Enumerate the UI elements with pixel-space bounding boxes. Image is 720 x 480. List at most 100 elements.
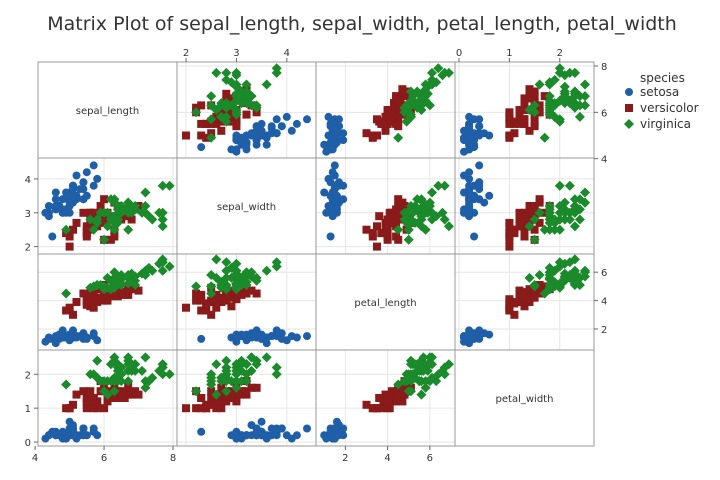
point-virginica <box>221 67 232 78</box>
point-versicolor <box>362 400 371 409</box>
tick-label-petal_length: 4 <box>384 453 390 464</box>
tick-label-sepal_length: 6 <box>601 108 607 119</box>
point-setosa <box>287 126 296 135</box>
panel-petal_length-vs-sepal_width <box>176 253 317 351</box>
point-versicolor <box>103 296 112 305</box>
point-versicolor <box>227 394 236 402</box>
tick-label-sepal_width: 3 <box>233 48 239 59</box>
point-virginica <box>231 369 242 380</box>
point-setosa <box>65 191 74 200</box>
point-versicolor <box>530 293 539 302</box>
point-versicolor <box>72 218 81 227</box>
point-virginica <box>246 91 257 102</box>
point-versicolor <box>217 383 226 392</box>
point-setosa <box>332 191 341 200</box>
point-virginica <box>147 372 158 383</box>
point-versicolor <box>232 397 241 406</box>
panel-sepal_length-vs-petal_length <box>315 61 456 159</box>
point-versicolor <box>510 225 519 234</box>
point-virginica <box>216 372 227 383</box>
point-virginica <box>580 91 590 102</box>
point-setosa <box>282 112 291 121</box>
point-virginica <box>157 207 168 218</box>
point-versicolor <box>217 404 226 413</box>
point-versicolor <box>252 383 261 392</box>
point-virginica <box>140 270 151 280</box>
tick-label-sepal_length: 4 <box>601 155 607 166</box>
point-versicolor <box>520 94 529 103</box>
point-setosa <box>470 208 479 217</box>
point-virginica <box>544 280 555 290</box>
point-versicolor <box>392 119 401 128</box>
point-setosa <box>247 131 256 140</box>
point-virginica <box>157 180 168 191</box>
point-virginica <box>231 109 242 120</box>
point-virginica <box>105 359 116 370</box>
point-virginica <box>157 369 168 380</box>
point-versicolor <box>72 390 81 399</box>
point-versicolor <box>515 222 524 231</box>
point-setosa <box>72 171 81 180</box>
point-setosa <box>326 191 335 200</box>
point-versicolor <box>525 298 534 306</box>
point-virginica <box>116 278 127 289</box>
tick-label-sepal_length: 8 <box>601 62 607 73</box>
point-virginica <box>544 207 555 218</box>
point-setosa <box>247 333 256 342</box>
point-versicolor <box>96 202 105 210</box>
point-versicolor <box>535 289 544 298</box>
point-versicolor <box>530 122 539 131</box>
point-setosa <box>58 195 67 204</box>
point-versicolor <box>394 195 403 204</box>
point-virginica <box>564 67 575 78</box>
point-versicolor <box>197 119 206 128</box>
point-setosa <box>465 131 474 140</box>
point-versicolor <box>373 404 381 413</box>
point-virginica <box>433 369 444 380</box>
point-virginica <box>414 376 425 387</box>
point-virginica <box>206 100 217 111</box>
point-versicolor <box>530 117 539 126</box>
point-versicolor <box>505 222 514 231</box>
point-setosa <box>320 140 329 149</box>
point-setosa <box>470 232 479 241</box>
point-virginica <box>405 207 416 218</box>
point-virginica <box>416 389 427 400</box>
diagonal-label-petal_width: petal_width <box>496 394 554 405</box>
panel-petal_length-vs-petal_width <box>454 253 595 351</box>
point-versicolor <box>192 296 201 305</box>
point-virginica <box>569 201 580 211</box>
panel-petal_width-vs-sepal_width <box>176 349 317 447</box>
point-versicolor <box>525 126 534 135</box>
point-versicolor <box>535 218 544 227</box>
point-setosa <box>335 115 343 124</box>
point-virginica <box>116 369 127 380</box>
point-versicolor <box>385 115 394 124</box>
point-virginica <box>164 180 175 191</box>
point-virginica <box>123 271 134 282</box>
point-virginica <box>236 376 247 387</box>
point-versicolor <box>182 131 190 140</box>
point-versicolor <box>192 289 201 298</box>
point-setosa <box>65 417 74 426</box>
point-versicolor <box>385 215 394 224</box>
point-versicolor <box>385 404 394 413</box>
point-virginica <box>393 132 404 143</box>
point-virginica <box>416 214 427 225</box>
point-virginica <box>427 352 437 363</box>
point-setosa <box>44 431 53 440</box>
point-versicolor <box>505 115 514 124</box>
point-virginica <box>439 369 450 380</box>
point-setosa <box>324 112 333 121</box>
point-virginica <box>524 221 535 232</box>
point-versicolor <box>242 387 251 396</box>
point-setosa <box>272 115 281 124</box>
point-setosa <box>303 115 311 124</box>
legend-label-versicolor: versicolor <box>640 101 699 115</box>
point-versicolor <box>79 387 88 396</box>
tick-label-petal_width: 2 <box>557 48 563 59</box>
point-virginica <box>191 281 202 292</box>
point-versicolor <box>505 300 514 309</box>
tick-label-petal_width: 2 <box>25 370 31 381</box>
point-virginica <box>427 214 437 225</box>
